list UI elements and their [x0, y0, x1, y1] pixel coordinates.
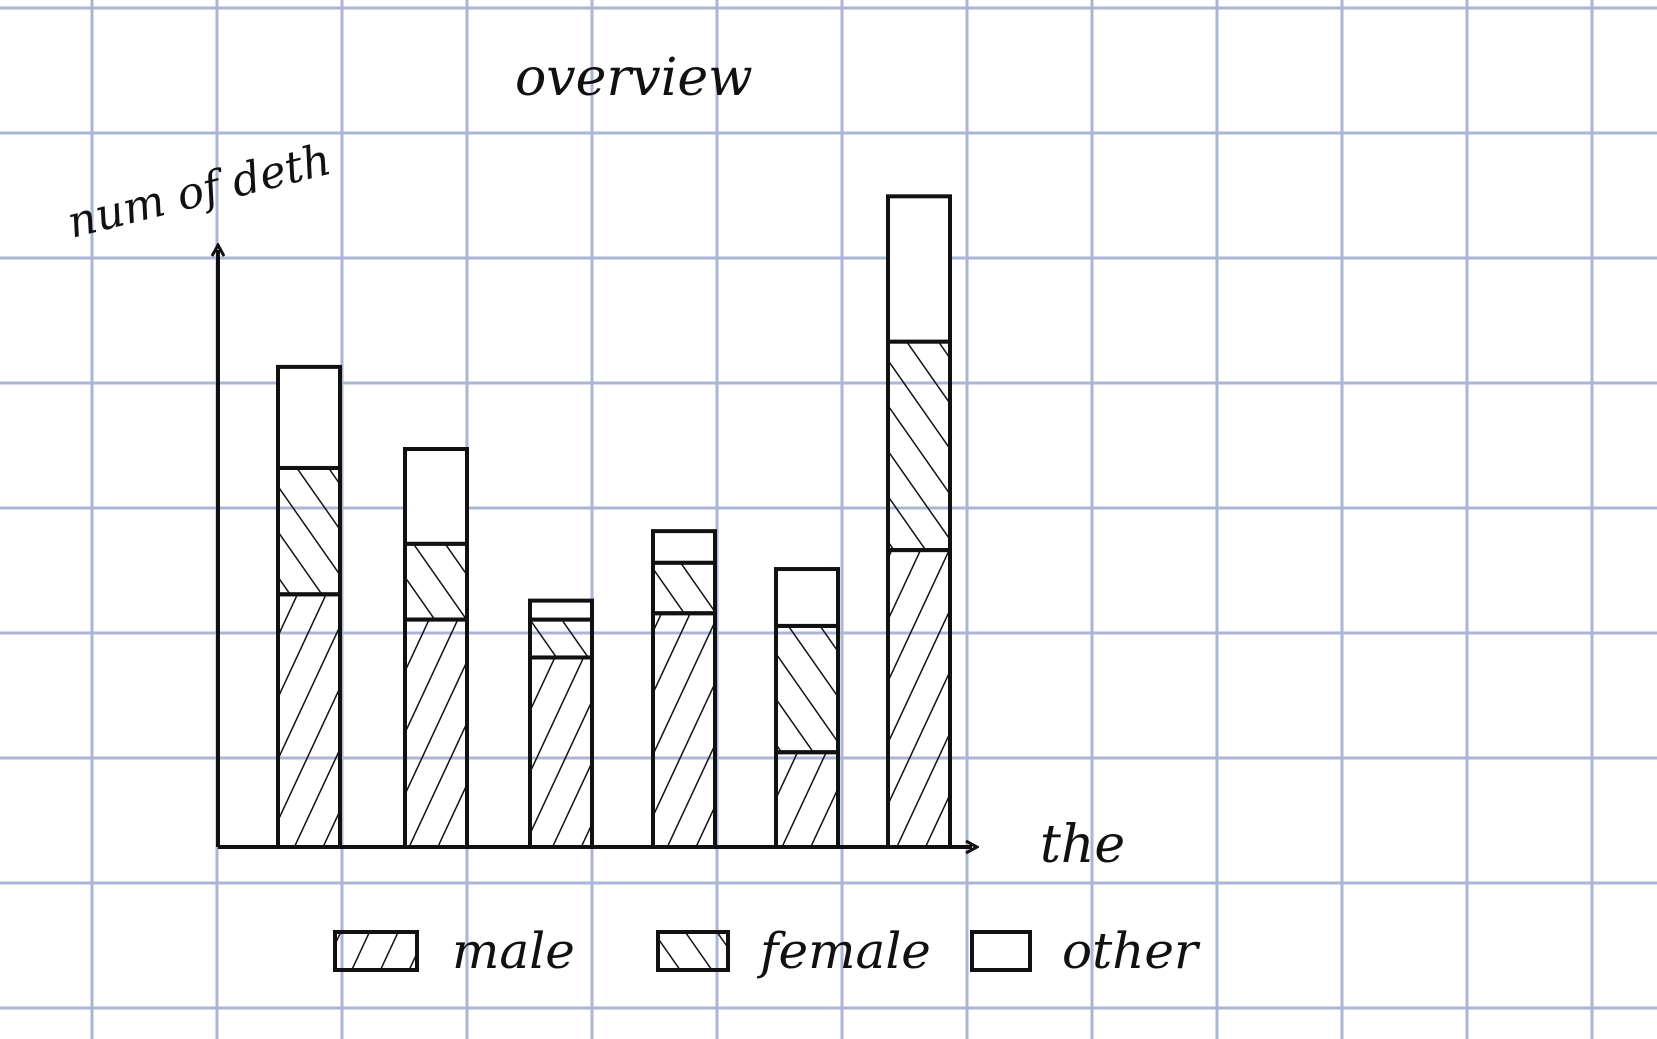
x-axis-label: the	[1040, 815, 1125, 875]
bar-segment-male	[276, 592, 342, 849]
bar-segment-other	[528, 598, 594, 622]
legend-swatch-other	[970, 930, 1032, 972]
bar-segment-male	[528, 655, 594, 849]
legend-swatch-female	[656, 930, 730, 972]
bar-segment-female	[528, 617, 594, 660]
legend-label-male: male	[452, 922, 575, 980]
bar-segment-male	[886, 548, 952, 849]
bar-segment-other	[276, 364, 342, 470]
bar-segment-female	[276, 465, 342, 597]
bar-segment-other	[774, 567, 840, 628]
bar-segment-other	[886, 194, 952, 344]
legend-label-other: other	[1062, 922, 1201, 980]
legend-label-female: female	[756, 922, 931, 980]
legend-swatch-male	[333, 930, 419, 972]
bar-segment-male	[403, 617, 469, 849]
bar-segment-female	[403, 541, 469, 622]
bar-segment-male	[651, 611, 717, 850]
bar-segment-female	[774, 623, 840, 755]
chart-title: overview	[515, 48, 753, 108]
bar-segment-female	[886, 339, 952, 553]
y-axis-label: num of deth	[62, 134, 336, 249]
bar-segment-female	[651, 560, 717, 616]
bar-group	[276, 194, 952, 850]
bar-segment-male	[774, 750, 840, 849]
bar-segment-other	[403, 447, 469, 546]
bar-segment-other	[651, 529, 717, 565]
legend: male female other	[333, 922, 1201, 980]
